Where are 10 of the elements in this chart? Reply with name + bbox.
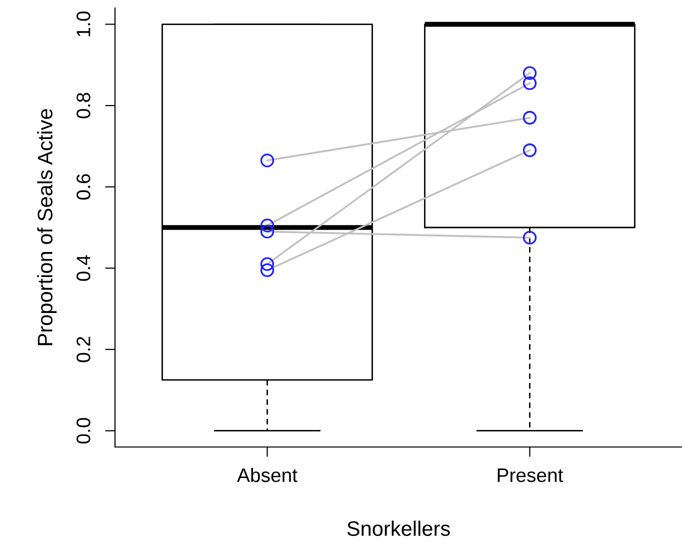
x-tick-label: Present	[498, 468, 564, 482]
x-axis-title: Snorkellers	[347, 520, 450, 536]
y-tick-label: 0.0	[76, 418, 90, 444]
y-tick-label: 1.0	[76, 12, 90, 36]
y-tick-label: 0.4	[76, 255, 90, 281]
y-tick-label: 0.2	[76, 336, 90, 362]
y-tick-label: 0.8	[76, 92, 90, 118]
y-tick-label: 0.6	[76, 174, 90, 200]
x-tick-label: Absent	[237, 468, 298, 482]
y-axis-title: Proportion of Seals Active	[37, 109, 57, 346]
